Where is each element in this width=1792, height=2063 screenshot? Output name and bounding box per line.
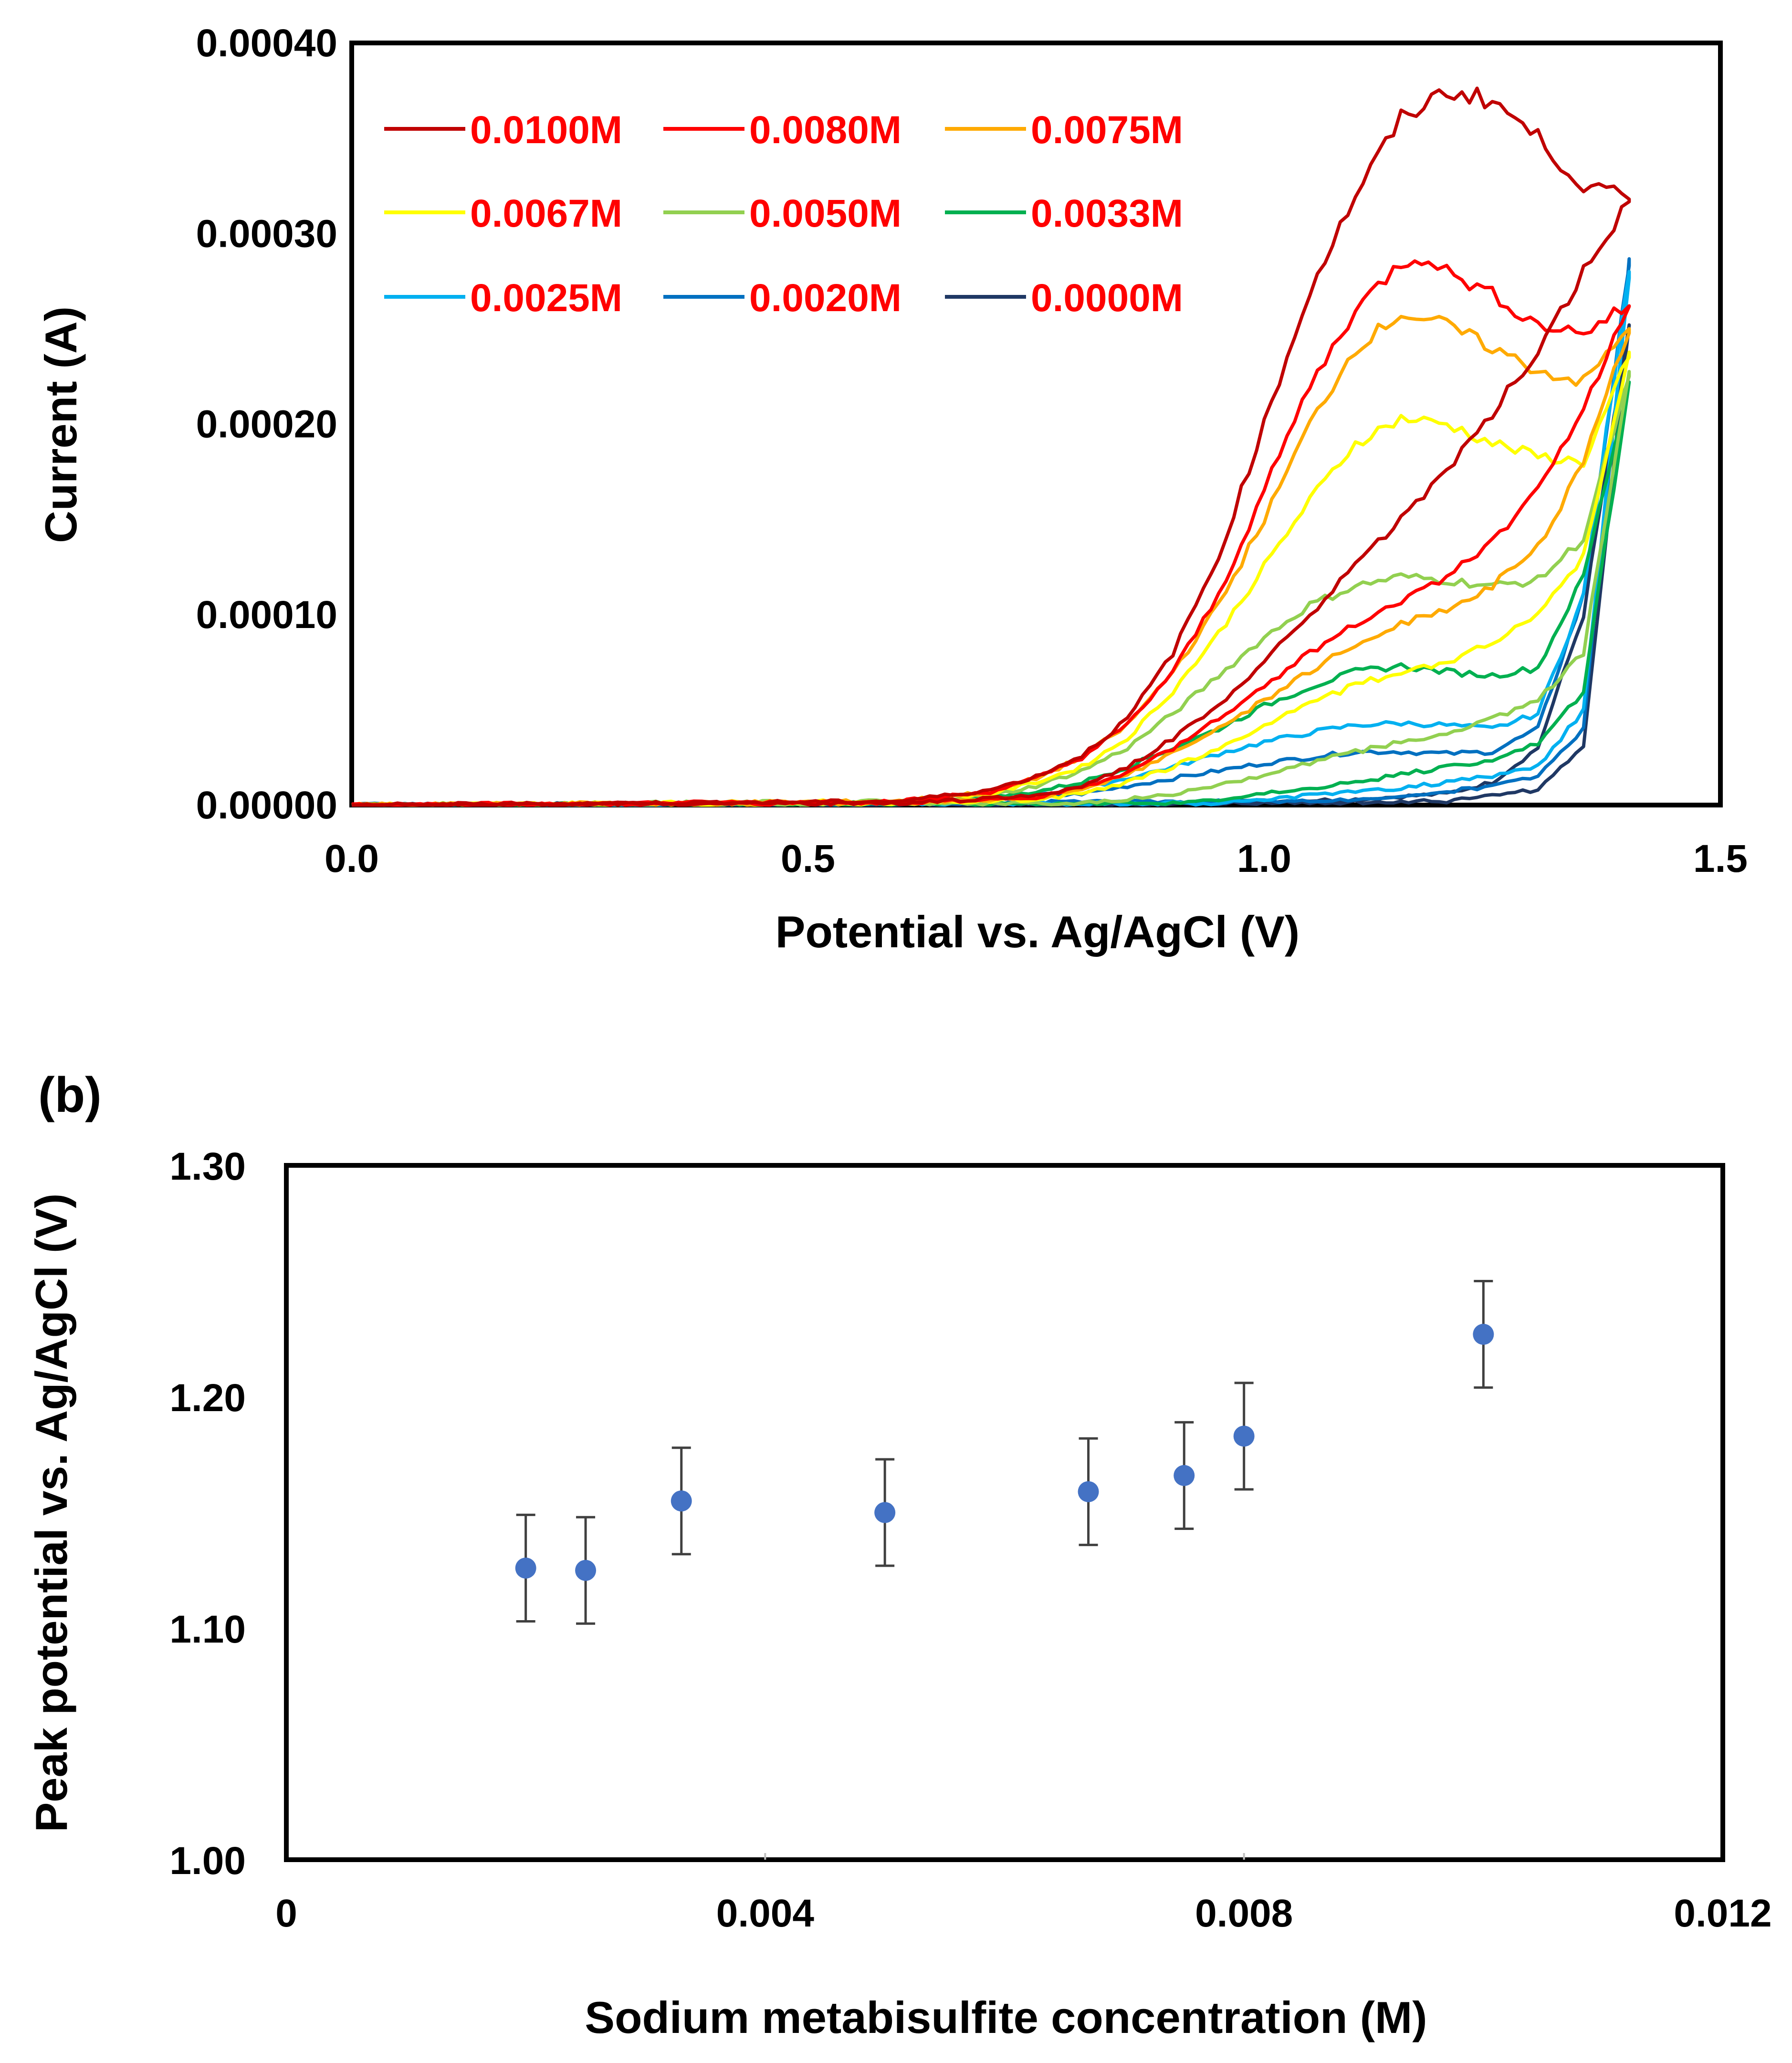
legend-label: 0.0025M (470, 276, 622, 320)
cv-curves (351, 86, 1631, 807)
data-point (1233, 1425, 1255, 1447)
legend-label: 0.0075M (1031, 108, 1183, 152)
y-tick-label: 1.20 (169, 1376, 246, 1420)
data-point (1473, 1324, 1494, 1345)
data-point (1174, 1465, 1195, 1486)
x-tick-labels: 0 0.004 0.008 0.012 (275, 1892, 1771, 1935)
data-point (515, 1557, 536, 1579)
x-tick-label: 0.0 (325, 837, 379, 880)
y-tick-label: 1.10 (169, 1608, 246, 1651)
plot-area-border (349, 41, 1723, 807)
y-tick-label: 1.30 (169, 1145, 246, 1188)
x-tick-labels: 0.0 0.5 1.0 1.5 (325, 837, 1748, 880)
y-tick-label: 1.00 (169, 1839, 246, 1883)
legend-label: 0.0067M (470, 192, 622, 235)
x-axis-title: Potential vs. Ag/AgCl (V) (775, 907, 1300, 957)
x-tick-label: 0.5 (781, 837, 835, 880)
legend: 0.0100M 0.0080M 0.0075M 0.0067M 0.0050M 0.003… (384, 108, 1183, 320)
legend-label: 0.0100M (470, 108, 622, 152)
x-tick-label: 1.0 (1237, 837, 1291, 880)
legend-label: 0.0050M (749, 192, 901, 235)
legend-label: 0.0080M (749, 108, 901, 152)
data-points (515, 1324, 1494, 1581)
y-tick-label: 0.00020 (196, 403, 337, 446)
data-point (1078, 1481, 1099, 1502)
x-tick-label: 0.004 (716, 1892, 815, 1935)
y-axis-title: Current (A) (36, 306, 86, 543)
x-tick-label: 0.008 (1195, 1892, 1293, 1935)
panel-label-b: (b) (38, 1068, 102, 1123)
x-tick-label: 0.012 (1674, 1892, 1771, 1935)
legend-label: 0.0000M (1031, 276, 1183, 320)
y-tick-label: 0.00040 (196, 21, 337, 65)
x-tick-label: 1.5 (1693, 837, 1748, 880)
cv-curve-0.0100M (351, 86, 1631, 807)
y-tick-label: 0.00000 (196, 784, 337, 827)
data-point (874, 1502, 896, 1523)
plot-area-border (284, 1163, 1725, 1862)
y-tick-label: 0.00010 (196, 593, 337, 637)
data-point (671, 1490, 692, 1512)
y-tick-labels: 0.00000 0.00010 0.00020 0.00030 0.00040 (196, 21, 337, 827)
x-minor-ticks (764, 1853, 1245, 1860)
x-tick-label: 0 (275, 1892, 297, 1935)
y-tick-labels: 1.00 1.10 1.20 1.30 (169, 1145, 246, 1883)
legend-label: 0.0020M (749, 276, 901, 320)
x-axis-title: Sodium metabisulfite concentration (M) (585, 1992, 1427, 2042)
y-tick-label: 0.00030 (196, 212, 337, 255)
y-axis-title: Peak potential vs. Ag/AgCl (V) (26, 1194, 76, 1833)
legend-label: 0.0033M (1031, 192, 1183, 235)
data-point (575, 1560, 597, 1581)
peak-potential-chart: (b) 1.00 1.10 1.20 1.30 0 0.004 0.008 0.012 So… (26, 1068, 1772, 2042)
